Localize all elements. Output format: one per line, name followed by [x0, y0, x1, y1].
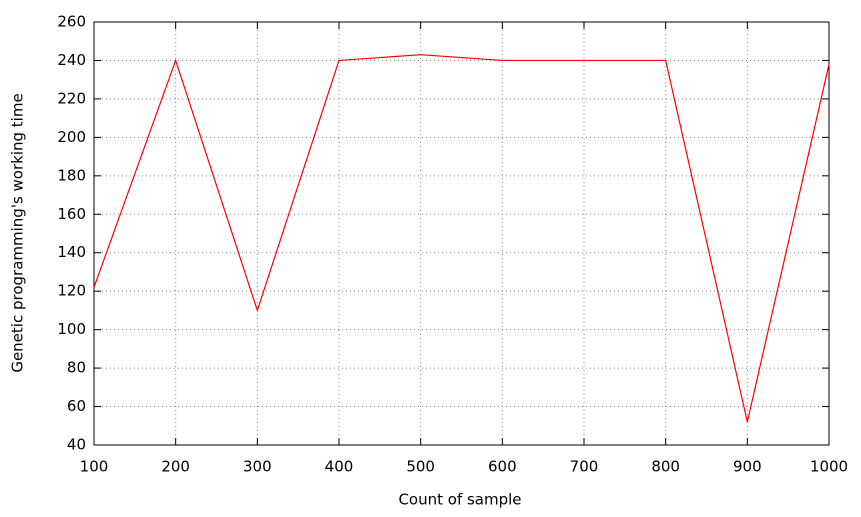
y-tick-label: 220 — [57, 89, 86, 107]
x-tick-label: 200 — [161, 458, 190, 476]
x-tick-label: 500 — [406, 458, 435, 476]
x-tick-label: 300 — [243, 458, 272, 476]
y-tick-label: 120 — [57, 282, 86, 300]
y-tick-label: 200 — [57, 128, 86, 146]
y-tick-label: 260 — [57, 13, 86, 31]
x-tick-label: 100 — [80, 458, 109, 476]
y-tick-label: 180 — [57, 166, 86, 184]
y-tick-label: 140 — [57, 243, 86, 261]
data-line — [93, 54, 830, 423]
y-tick-label: 240 — [57, 51, 86, 69]
x-axis-label: Count of sample — [398, 491, 521, 509]
plot-frame — [93, 21, 830, 446]
x-tick-label: 600 — [488, 458, 517, 476]
y-tick-label: 80 — [67, 359, 86, 377]
x-tick-label: 700 — [570, 458, 599, 476]
x-tick-label: 400 — [325, 458, 354, 476]
y-tick-label: 100 — [57, 320, 86, 338]
x-tick-label: 800 — [651, 458, 680, 476]
y-tick-label: 160 — [57, 205, 86, 223]
y-tick-label: 40 — [67, 436, 86, 454]
x-tick-label: 1000 — [810, 458, 848, 476]
x-tick-label: 900 — [733, 458, 762, 476]
y-axis-label: Genetic programming's working time — [9, 93, 27, 372]
y-tick-label: 60 — [67, 397, 86, 415]
